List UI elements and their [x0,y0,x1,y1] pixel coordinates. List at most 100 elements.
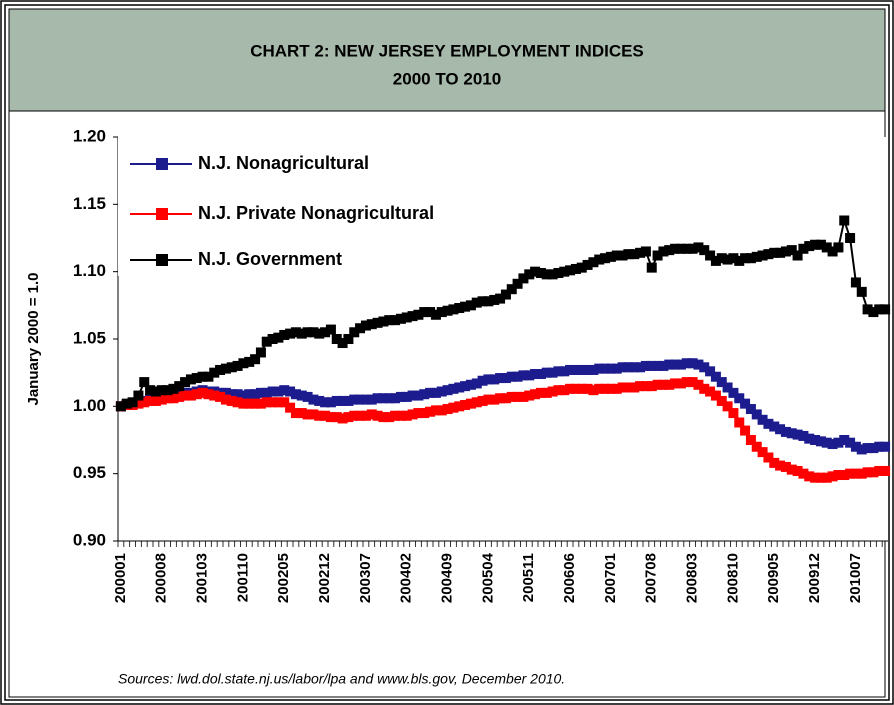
data-point [285,402,296,413]
data-point [489,394,500,405]
data-point [670,359,681,370]
data-point [483,394,494,405]
data-point [757,250,768,261]
data-point [185,374,196,385]
data-point [121,398,132,409]
data-point [530,266,541,277]
data-point [325,397,336,408]
data-point [646,262,657,273]
data-point [133,390,144,401]
data-point [512,391,523,402]
data-point [168,393,179,404]
data-point [279,397,290,408]
data-point [232,397,243,408]
data-point [500,393,511,404]
data-point [868,467,879,478]
data-point [454,303,465,314]
x-tick-label: 200803 [684,553,701,603]
data-point [314,410,325,421]
x-tick-label: 200511 [520,553,537,602]
x-tick-label: 200110 [234,553,251,602]
y-tick-label: 0.90 [73,530,106,549]
data-point [868,443,879,454]
data-point [780,246,791,257]
data-point [343,412,354,423]
data-point [862,443,873,454]
data-point [728,387,739,398]
data-point [419,408,430,419]
x-tick-label: 200409 [439,553,456,603]
data-point [745,435,756,445]
data-point [827,439,838,450]
data-point [238,398,249,409]
data-point [570,263,581,274]
legend-box [118,137,492,276]
data-point [582,364,593,375]
data-point [250,398,261,409]
data-point [150,395,161,406]
data-point [646,381,657,392]
data-point [384,393,395,404]
data-point [535,268,546,279]
data-point [745,253,756,264]
data-point [314,328,325,339]
data-point [168,383,179,394]
data-point [728,253,739,264]
data-point [687,243,698,254]
data-point [664,245,675,256]
data-point [139,377,150,388]
data-point [611,250,622,261]
data-point [372,393,383,404]
x-tick-label: 200701 [602,553,619,603]
legend-label: N.J. Private Nonagricultural [198,203,434,223]
data-point [290,408,301,419]
data-point [600,383,611,394]
data-point [448,304,459,315]
data-point [535,387,546,398]
data-point [430,405,441,416]
data-point [845,437,856,448]
data-point [506,284,517,295]
data-point [629,382,640,393]
data-point [378,316,389,327]
data-point [337,338,348,349]
data-point [285,386,296,397]
data-point [524,390,535,401]
data-point [156,394,167,405]
data-point [880,441,891,452]
data-point [745,404,756,415]
data-point [465,300,476,311]
data-point [565,364,576,375]
data-point [874,465,885,476]
data-point [611,363,622,374]
data-point [850,277,861,288]
data-point [786,428,797,439]
data-point [500,373,511,384]
data-point [856,444,867,455]
data-point [839,470,850,481]
data-point [244,356,255,367]
data-point [600,253,611,264]
data-point [180,390,191,401]
data-point [296,328,307,339]
data-point [285,328,296,339]
data-point [810,472,821,483]
data-point [845,468,856,479]
data-point [378,393,389,404]
data-point [267,386,278,397]
data-point [506,391,517,402]
legend-label: N.J. Government [198,249,342,269]
data-point [255,387,266,398]
data-point [804,471,815,482]
data-point [839,435,850,445]
data-point [512,278,523,289]
data-point [384,412,395,423]
data-point [226,389,237,400]
data-point [664,379,675,390]
data-point [693,359,704,370]
data-point [815,472,826,483]
data-point [378,412,389,423]
data-point [495,293,506,304]
data-point [675,243,686,254]
